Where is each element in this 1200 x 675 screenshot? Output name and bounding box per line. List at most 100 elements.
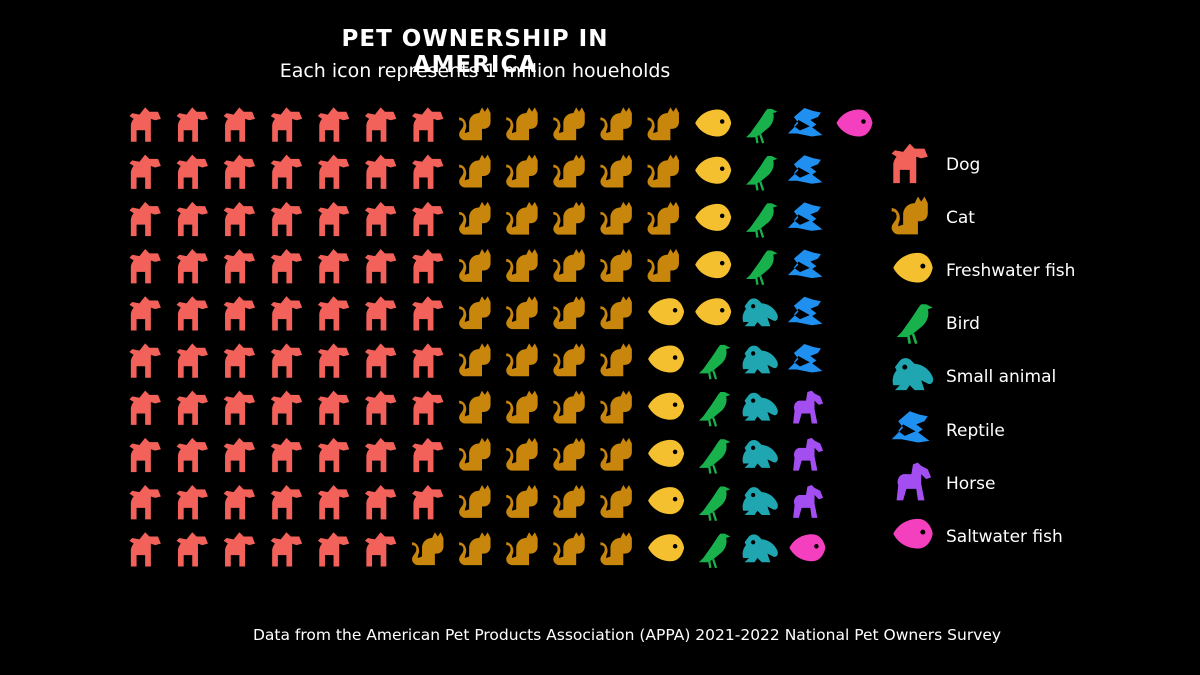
cat-waffle-icon (459, 390, 491, 424)
dog-waffle-icon (223, 107, 256, 142)
dog-waffle-icon (129, 296, 161, 331)
legend-label: Dog (946, 154, 981, 175)
dog-waffle-icon (129, 437, 161, 473)
cat-waffle-icon (600, 437, 632, 471)
dog-waffle-icon (223, 296, 256, 331)
dog-waffle-icon (223, 390, 256, 425)
legend-item: Saltwater fish (890, 510, 1150, 563)
dog-waffle-icon (317, 532, 350, 567)
dog-waffle-icon (176, 201, 208, 237)
fish-waffle-icon (695, 109, 732, 137)
cat-waffle-icon (647, 107, 679, 141)
cat-waffle-icon (553, 201, 585, 235)
cat-waffle-icon (600, 107, 632, 141)
dog-waffle-icon (317, 296, 350, 331)
dog-waffle-icon (364, 437, 397, 473)
dog-waffle-icon (223, 532, 256, 567)
cat-waffle-icon (459, 107, 491, 141)
dog-icon (891, 143, 928, 183)
cat-waffle-icon (506, 249, 538, 282)
dog-waffle-icon (223, 485, 256, 520)
cat-waffle-icon (600, 532, 632, 566)
dog-waffle-icon (364, 201, 397, 237)
dragon-waffle-icon (787, 296, 823, 326)
dragon-icon (891, 410, 930, 443)
dog-waffle-icon (176, 390, 208, 425)
dragon-waffle-icon (787, 249, 823, 279)
dog-waffle-icon (364, 390, 397, 425)
dog-waffle-icon (270, 485, 303, 520)
frog-waffle-icon (742, 534, 778, 563)
legend-item: Reptile (890, 404, 1150, 457)
cat-waffle-icon (412, 532, 444, 566)
legend-label: Small animal (946, 367, 1057, 388)
legend-label: Bird (946, 314, 980, 335)
dog-waffle-icon (176, 532, 208, 567)
cat-waffle-icon (553, 485, 585, 518)
dog-waffle-icon (317, 107, 350, 142)
dog-waffle-icon (270, 532, 303, 567)
cat-waffle-icon (553, 154, 585, 188)
dog-waffle-icon (412, 437, 444, 473)
cat-waffle-icon (647, 201, 679, 235)
cat-waffle-icon (600, 201, 632, 235)
dragon-waffle-icon (787, 202, 823, 231)
fish-waffle-icon (836, 109, 873, 137)
dog-waffle-icon (317, 437, 350, 473)
frog-waffle-icon (742, 298, 778, 327)
dog-waffle-icon (364, 107, 397, 142)
dog-waffle-icon (364, 249, 397, 284)
dog-waffle-icon (412, 390, 444, 425)
dog-waffle-icon (176, 154, 208, 189)
fish-waffle-icon (648, 345, 685, 373)
dog-waffle-icon (317, 485, 350, 520)
bird-waffle-icon (698, 344, 731, 380)
bird-waffle-icon (698, 439, 731, 474)
dog-waffle-icon (223, 154, 256, 189)
cat-waffle-icon (459, 485, 491, 518)
dog-waffle-icon (223, 249, 256, 284)
fish-waffle-icon (648, 392, 685, 420)
cat-waffle-icon (506, 437, 538, 471)
dog-waffle-icon (364, 485, 397, 520)
fish-waffle-icon (695, 298, 732, 326)
fish-waffle-icon (648, 487, 685, 515)
frog-icon (892, 358, 934, 391)
cat-waffle-icon (600, 296, 632, 330)
dog-waffle-icon (176, 249, 208, 284)
legend-item: Cat (890, 191, 1150, 244)
dog-waffle-icon (176, 485, 208, 520)
dog-waffle-icon (270, 343, 303, 378)
cat-waffle-icon (506, 154, 538, 188)
fish-waffle-icon (648, 534, 685, 562)
cat-waffle-icon (459, 154, 491, 188)
horse-waffle-icon (793, 437, 824, 471)
chart-subtitle: Each icon represents 1 million houeholds (279, 60, 671, 82)
cat-waffle-icon (506, 107, 538, 141)
cat-waffle-icon (506, 485, 538, 518)
dog-waffle-icon (129, 390, 161, 425)
bird-icon (896, 304, 933, 345)
dog-waffle-icon (176, 296, 208, 331)
cat-waffle-icon (553, 107, 585, 141)
cat-waffle-icon (647, 249, 679, 282)
bird-waffle-icon (698, 533, 731, 569)
dog-waffle-icon (223, 201, 256, 237)
dog-waffle-icon (317, 390, 350, 425)
dog-waffle-icon (176, 107, 208, 142)
dog-waffle-icon (270, 107, 303, 142)
bird-waffle-icon (698, 392, 731, 427)
cat-waffle-icon (459, 437, 491, 471)
cat-waffle-icon (506, 296, 538, 330)
dog-waffle-icon (364, 154, 397, 189)
bird-waffle-icon (746, 250, 778, 286)
dog-waffle-icon (270, 390, 303, 425)
dog-waffle-icon (412, 249, 444, 284)
dog-waffle-icon (176, 343, 208, 378)
cat-waffle-icon (553, 437, 585, 471)
legend-item: Freshwater fish (890, 244, 1150, 297)
cat-waffle-icon (647, 154, 679, 188)
dog-waffle-icon (317, 201, 350, 237)
dog-waffle-icon (317, 154, 350, 189)
